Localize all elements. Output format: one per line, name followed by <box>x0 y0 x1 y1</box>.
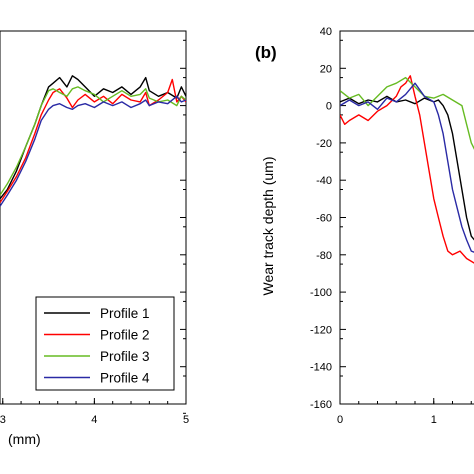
y-tick-label: 20 <box>320 63 332 75</box>
y-tick-label: -100 <box>310 287 332 299</box>
y-tick-label: 40 <box>320 26 332 38</box>
series-line-profile-4 <box>0 95 186 207</box>
legend: Profile 1 Profile 2 Profile 3 Profile 4 <box>35 296 175 391</box>
series-line-profile-3 <box>340 76 474 150</box>
x-tick-label: 4 <box>91 414 97 426</box>
y-tick-label: 0 <box>326 101 332 113</box>
legend-label: Profile 4 <box>100 371 150 386</box>
series-line-profile-2 <box>340 75 474 264</box>
y-tick-label: -20 <box>316 138 332 150</box>
y-axis-label-b: Wear track depth (um) <box>260 156 276 295</box>
legend-label: Profile 3 <box>100 349 150 364</box>
x-axis-label-a: (mm) <box>8 431 41 447</box>
y-tick-label: -60 <box>316 213 332 225</box>
y-tick-label: -40 <box>316 175 332 187</box>
legend-label: Profile 2 <box>100 328 150 343</box>
y-tick-label: -160 <box>310 399 332 411</box>
x-tick-label: 3 <box>0 414 6 426</box>
x-tick-label: 1 <box>431 414 437 426</box>
y-tick-label: -140 <box>310 362 332 374</box>
plot-frame-b <box>339 30 474 405</box>
x-tick-label: 0 <box>337 414 343 426</box>
legend-label: Profile 1 <box>100 306 150 321</box>
series-line-profile-1 <box>340 95 474 241</box>
y-tick-label: -80 <box>316 250 332 262</box>
series-line-profile-4 <box>340 82 474 253</box>
series-line-profile-2 <box>0 78 186 203</box>
y-tick-label: -120 <box>310 324 332 336</box>
series-line-profile-3 <box>0 86 186 196</box>
panel-label-b: (b) <box>255 43 277 62</box>
x-tick-label: 5 <box>183 414 189 426</box>
